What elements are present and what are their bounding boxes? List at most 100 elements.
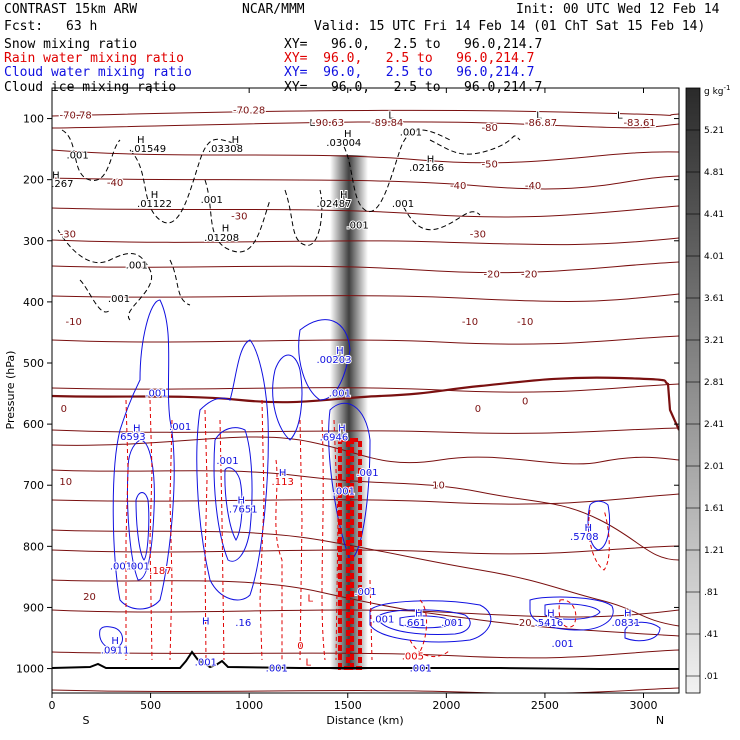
field-label: H (415, 609, 423, 620)
rain-contour (299, 419, 303, 661)
isotherm-label: 10 (59, 477, 72, 488)
plot-frame (51, 87, 680, 694)
isotherm-label: -90.63 (312, 118, 344, 129)
x-tick-label: 3000 (630, 699, 658, 712)
forecast-hour: 63 h (66, 19, 98, 34)
colorbar-label: 5.21 (704, 126, 724, 136)
isotherm-line (52, 205, 679, 218)
isotherm-line (52, 237, 679, 246)
y-tick-label: 600 (23, 418, 44, 431)
colorbar: 5.21 4.81 4.41 4.01 3.61 3.21 2.81 2.41 2.01 1.61… (685, 84, 730, 694)
field-label: .661 (404, 618, 426, 629)
colorbar-label: 2.41 (704, 420, 724, 430)
rain-contour (219, 419, 225, 661)
field-label: .001 (195, 658, 217, 669)
rain-contour (125, 399, 129, 660)
cloud-contour (369, 600, 492, 643)
x-tick-label: 2000 (432, 699, 460, 712)
isotherm-label: -20 (484, 269, 500, 280)
isotherm-label: -70.28 (233, 106, 265, 117)
isotherm-label: 0 (475, 404, 481, 415)
field-label: .001 (169, 422, 191, 433)
north-label: N (656, 714, 664, 727)
colorbar-label: 2.01 (704, 462, 724, 472)
field-label: .01208 (204, 233, 239, 244)
y-tick-label: 700 (23, 479, 44, 492)
legend-rain-label: Rain water mixing ratio (4, 51, 185, 66)
colorbar-label: 4.41 (704, 210, 724, 220)
y-tick-label: 200 (23, 174, 44, 187)
field-label: H (338, 423, 346, 434)
forecast-label: Fcst: (4, 19, 44, 34)
field-label: .00203 (316, 355, 351, 366)
field-label: L (388, 111, 394, 122)
isotherm-line (52, 469, 679, 561)
field-label: L (617, 111, 623, 122)
field-label: H (336, 346, 344, 357)
field-label: H (427, 155, 435, 166)
field-label: .187 (149, 566, 171, 577)
isotherm-line (52, 383, 679, 393)
x-tick-label: 1500 (334, 699, 362, 712)
field-label: H (585, 523, 593, 534)
legend-cloud-xy: XY= 96.0, 2.5 to 96.0,214.7 (284, 65, 535, 80)
isotherm-line (52, 335, 679, 345)
field-label: .001 (552, 639, 574, 650)
axes: 0 500 1000 1500 2000 2500 30001002003004005006… (16, 88, 679, 712)
field-label: .16 (235, 618, 251, 629)
ice-contour (339, 129, 451, 213)
cloud-contour (135, 492, 150, 561)
field-label: L (306, 658, 312, 669)
colorbar-unit: g kg-1 (704, 84, 730, 97)
field-label: .001 (66, 150, 88, 161)
isotherm-label: -10 (462, 317, 478, 328)
field-label: .03308 (208, 144, 243, 155)
isotherm-label: -80 (482, 123, 498, 134)
ice-contour (61, 129, 121, 181)
isotherm-label: 20 (519, 618, 532, 629)
cloud-ice-contours (57, 129, 521, 321)
isotherm-label: -10 (517, 317, 533, 328)
field-label: .001 (266, 664, 288, 675)
cloud-contour (529, 596, 614, 631)
field-label: H (137, 135, 145, 146)
colorbar-label: 1.21 (704, 546, 724, 556)
isotherm-label: -50 (482, 159, 498, 170)
rain-contour (169, 419, 173, 661)
isotherm-label: -40 (450, 181, 466, 192)
colorbar-label: .81 (704, 588, 718, 598)
isotherm-label: -30 (470, 230, 486, 241)
y-tick-label: 100 (23, 113, 44, 126)
isotherm-line (52, 149, 679, 164)
colorbar-label: 3.21 (704, 336, 724, 346)
isotherm-line (52, 529, 679, 627)
y-tick-label: 800 (23, 540, 44, 553)
colorbar-label: 4.81 (704, 168, 724, 178)
isotherm-line (52, 293, 679, 302)
isotherm-line (52, 175, 679, 190)
isotherm-line (52, 261, 679, 274)
isotherm-line (52, 545, 679, 555)
field-label: H (133, 423, 141, 434)
ice-contour (399, 199, 481, 231)
field-label: .113 (272, 477, 294, 488)
field-label: .001 (356, 468, 378, 479)
field-label: L (308, 593, 314, 604)
ice-contour (79, 279, 111, 313)
colorbar-label: .01 (704, 672, 718, 682)
isotherm-label: -10 (66, 317, 82, 328)
y-tick-label: 900 (23, 601, 44, 614)
ice-contour (429, 135, 521, 155)
x-tick-label: 0 (49, 699, 56, 712)
field-label: .001 (441, 618, 463, 629)
cloud-contour (99, 626, 123, 649)
y-tick-label: 400 (23, 296, 44, 309)
isotherm-line (52, 436, 679, 465)
field-label: .0831 (611, 618, 640, 629)
y-tick-label: 1000 (16, 663, 44, 676)
legend-cloud-label: Cloud water mixing ratio (4, 65, 192, 80)
y-tick-label: 300 (23, 235, 44, 248)
field-label: .01122 (137, 199, 172, 210)
rain-contour (558, 599, 577, 628)
field-label: L (536, 111, 542, 122)
